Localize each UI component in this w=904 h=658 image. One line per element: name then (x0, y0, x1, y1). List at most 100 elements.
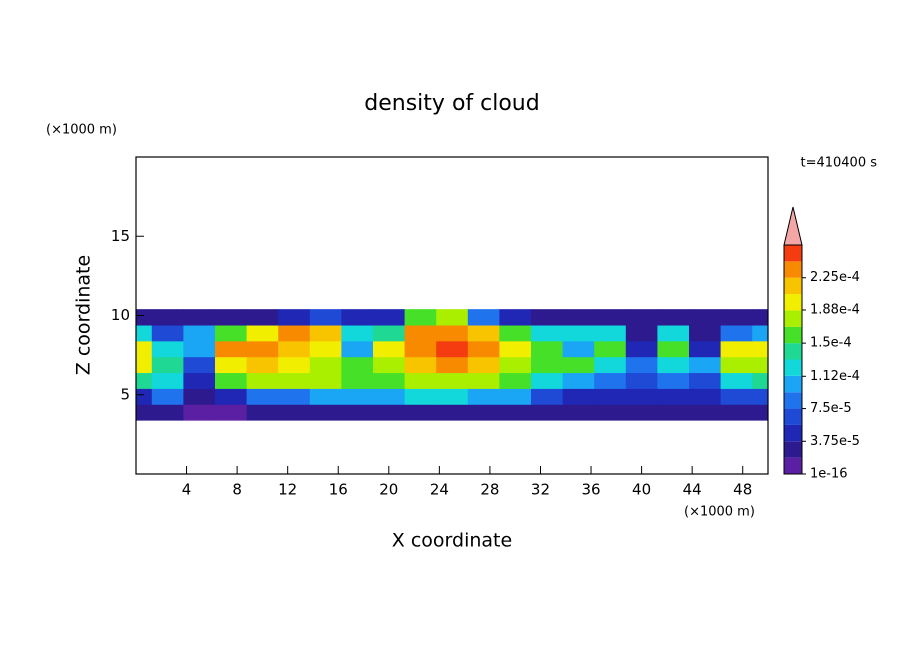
field-cell (151, 340, 184, 358)
field-cell (151, 404, 184, 421)
field-cell (309, 309, 342, 326)
field-cell (246, 388, 279, 405)
colorbar-tick-label: 2.25e-4 (810, 270, 860, 285)
colorbar-frame (783, 244, 803, 475)
field-cell (467, 309, 500, 326)
field-cell (720, 388, 753, 405)
colorbar-band (784, 343, 802, 360)
field-cell (499, 388, 532, 405)
x-tick-label: 44 (683, 481, 702, 499)
field-cell (341, 309, 374, 326)
colorbar-band (784, 359, 802, 376)
colorbar-tick-label: 1.12e-4 (810, 369, 860, 384)
field-cell (562, 404, 595, 421)
x-tick-label: 24 (430, 481, 449, 499)
field-cell (531, 404, 564, 421)
field-cell (467, 340, 500, 358)
field-cell (373, 340, 406, 358)
colorbar-tick-label: 7.5e-5 (810, 401, 852, 416)
field-cell (404, 372, 437, 389)
field-cell (531, 325, 564, 342)
field-cell (151, 356, 184, 374)
field-cell (562, 325, 595, 342)
y-axis-label: Z coordinate (73, 255, 95, 375)
field-cell (562, 340, 595, 358)
field-cell (594, 388, 627, 405)
field-cell (436, 309, 469, 326)
colorbar-tick-label: 1.5e-4 (810, 336, 852, 351)
field-cell (246, 356, 279, 374)
field-cell (467, 372, 500, 389)
colorbar-band (784, 408, 802, 425)
field-cell (183, 309, 216, 326)
field-cell (278, 340, 311, 358)
field-cell (151, 388, 184, 405)
field-cell (341, 404, 374, 421)
field-cell (215, 309, 248, 326)
field-cell (309, 404, 342, 421)
field-cell (215, 372, 248, 389)
field-cell (499, 372, 532, 389)
field-cell (436, 372, 469, 389)
x-tick-label: 32 (531, 481, 550, 499)
field-cell (467, 325, 500, 342)
field-cell (594, 404, 627, 421)
field-cell (278, 356, 311, 374)
field-cell (136, 340, 153, 358)
field-cell (657, 325, 690, 342)
field-cell (531, 309, 564, 326)
field-cell (625, 356, 658, 374)
field-cell (752, 372, 768, 389)
field-cell (373, 356, 406, 374)
field-cell (309, 325, 342, 342)
colorbar-band (784, 441, 802, 458)
x-tick-label: 16 (329, 481, 348, 499)
field-cell (136, 372, 153, 389)
field-cell (246, 309, 279, 326)
field-cell (657, 340, 690, 358)
field-cell (246, 340, 279, 358)
field-cell (278, 388, 311, 405)
field-cell (151, 325, 184, 342)
field-cell (404, 356, 437, 374)
colorbar-band (784, 245, 802, 262)
field-cell (499, 356, 532, 374)
y-tick-label: 5 (120, 385, 130, 403)
field-cell (594, 372, 627, 389)
field-cell (720, 372, 753, 389)
field-cell (625, 404, 658, 421)
x-tick-label: 48 (733, 481, 752, 499)
field-cell (657, 404, 690, 421)
colorbar-band (784, 277, 802, 295)
time-label: t=410400 s (800, 156, 877, 171)
contour-field (136, 309, 768, 421)
field-cell (499, 309, 532, 326)
field-cell (720, 340, 753, 358)
colorbar-band (784, 457, 802, 474)
x-tick-label: 8 (232, 481, 242, 499)
field-cell (594, 340, 627, 358)
field-cell (689, 325, 722, 342)
field-cell (183, 372, 216, 389)
field-cell (341, 325, 374, 342)
field-cell (341, 388, 374, 405)
field-cell (625, 372, 658, 389)
colorbar-band (784, 326, 802, 344)
field-cell (373, 325, 406, 342)
field-cell (531, 388, 564, 405)
field-cell (278, 325, 311, 342)
field-cell (594, 309, 627, 326)
field-cell (436, 325, 469, 342)
field-cell (562, 388, 595, 405)
x-tick-label: 20 (379, 481, 398, 499)
field-cell (499, 404, 532, 421)
x-tick-label: 28 (480, 481, 499, 499)
field-cell (689, 340, 722, 358)
field-cell (562, 356, 595, 374)
field-cell (625, 309, 658, 326)
field-cell (531, 340, 564, 358)
colorbar-tick-label: 1e-16 (810, 467, 848, 482)
field-cell (373, 388, 406, 405)
colorbar-band (784, 310, 802, 327)
y-tick-label: 15 (111, 227, 130, 245)
